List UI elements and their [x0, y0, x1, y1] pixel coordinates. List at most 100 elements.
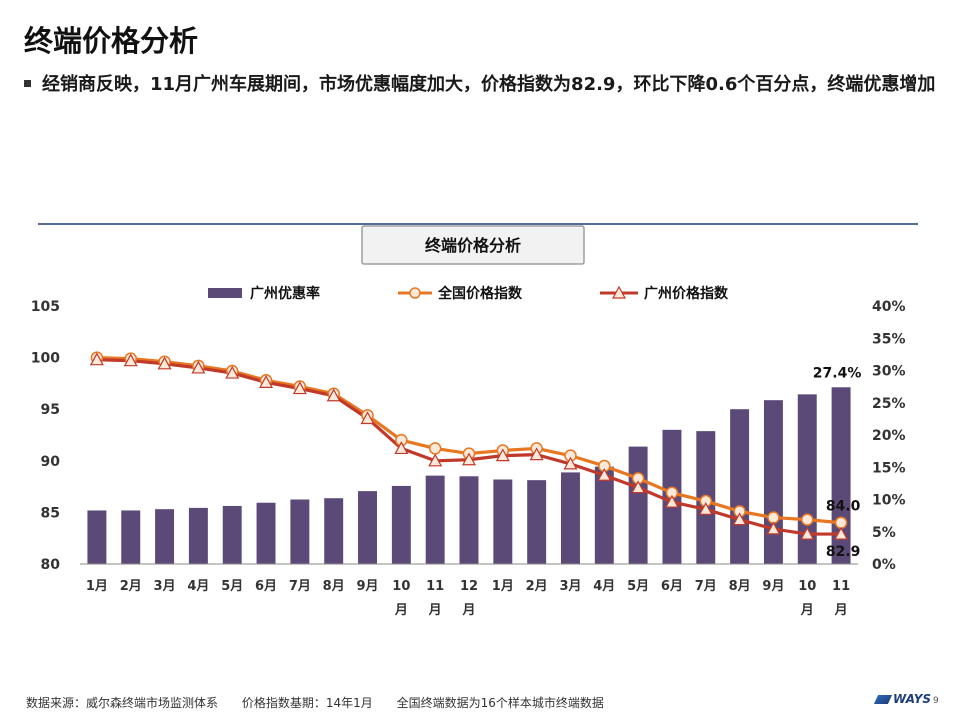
- guangzhou-point-10: [394, 441, 409, 455]
- left-axis-tick: 80: [41, 557, 61, 573]
- bar-data-label: 27.4%: [813, 365, 862, 381]
- guangzhou-point-22: [800, 526, 815, 540]
- base-period: 价格指数基期：14年1月: [241, 696, 373, 710]
- left-axis-tick: 105: [31, 299, 60, 315]
- guangzhou-point-23: [834, 526, 849, 540]
- summary-bullet: 经销商反映，11月广州车展期间，市场优惠幅度加大，价格指数为82.9，环比下降0…: [24, 72, 939, 97]
- guangzhou-point-15: [563, 456, 578, 470]
- x-axis-tick-unit: 月: [394, 603, 408, 618]
- legend-marker-guangzhou: [611, 285, 627, 299]
- right-axis-tick: 15%: [872, 460, 906, 476]
- bar-6: [256, 502, 276, 564]
- right-axis-tick: 20%: [872, 428, 906, 444]
- bar-20: [730, 409, 750, 564]
- guangzhou-point-3: [157, 356, 172, 370]
- x-axis-tick: 8月: [323, 579, 345, 594]
- left-axis-tick: 85: [41, 505, 60, 521]
- right-axis-tick: 5%: [872, 525, 896, 541]
- national-data-label: 84.0: [826, 499, 861, 515]
- x-axis-tick-unit: 月: [461, 603, 475, 618]
- bar-21: [763, 400, 783, 564]
- guangzhou-point-21: [766, 521, 781, 535]
- summary-text: 经销商反映，11月广州车展期间，市场优惠幅度加大，价格指数为82.9，环比下降0…: [42, 74, 936, 95]
- bar-15: [561, 472, 580, 564]
- bar-10: [391, 485, 411, 564]
- x-axis-tick: 11: [426, 579, 444, 594]
- guangzhou-point-19: [698, 502, 713, 515]
- guangzhou-point-9: [360, 411, 375, 425]
- bar-9: [358, 491, 377, 564]
- x-axis-tick-unit: 月: [834, 603, 848, 618]
- ways-logo-icon: [873, 694, 893, 704]
- x-axis-tick: 1月: [86, 579, 108, 594]
- x-axis-tick: 10: [798, 579, 816, 594]
- guangzhou-point-7: [292, 381, 307, 395]
- bar-3: [155, 509, 175, 564]
- x-axis-tick: 1月: [492, 579, 514, 594]
- x-axis-tick: 7月: [289, 579, 311, 594]
- guangzhou-point-8: [326, 388, 341, 402]
- right-axis-tick: 30%: [872, 364, 906, 380]
- guangzhou-point-14: [529, 447, 544, 461]
- bar-11: [425, 475, 445, 564]
- bar-8: [324, 498, 344, 564]
- x-axis-tick: 4月: [187, 579, 209, 594]
- right-axis-tick: 25%: [872, 396, 906, 412]
- x-axis-tick: 9月: [356, 579, 378, 594]
- legend-swatch-bar: [208, 288, 242, 298]
- guangzhou-point-4: [191, 360, 206, 374]
- x-axis-tick: 12: [460, 579, 478, 594]
- national-point-22: [801, 513, 814, 526]
- national-point-11: [428, 442, 442, 455]
- bar-7: [290, 499, 310, 564]
- x-axis-tick: 2月: [526, 579, 548, 594]
- guangzhou-point-2: [123, 353, 138, 367]
- bar-17: [628, 446, 648, 564]
- chart-title-box: [361, 225, 585, 265]
- x-axis-tick: 10: [392, 579, 410, 594]
- left-axis-tick: 100: [31, 351, 60, 367]
- right-axis-tick: 0%: [872, 557, 896, 573]
- bar-12: [459, 476, 479, 564]
- page-title: 终端价格分析: [24, 24, 199, 58]
- guangzhou-point-13: [495, 448, 510, 462]
- national-point-21: [767, 511, 780, 524]
- x-axis-tick: 5月: [221, 579, 243, 594]
- guangzhou-point-18: [664, 494, 679, 508]
- page-number: 9: [933, 696, 939, 706]
- legend-marker-national: [409, 287, 421, 299]
- x-axis-tick: 6月: [255, 579, 277, 594]
- guangzhou-point-11: [428, 453, 443, 467]
- data-source: 数据来源：威尔森终端市场监测体系: [26, 696, 219, 710]
- bullet-icon: [24, 80, 31, 87]
- right-axis-tick: 40%: [872, 299, 906, 315]
- right-axis-tick: 35%: [872, 331, 906, 347]
- chart-title: 终端价格分析: [425, 236, 521, 255]
- brand-logo: WAYS: [873, 692, 932, 706]
- guangzhou-point-6: [259, 375, 274, 388]
- bar-1: [87, 510, 107, 564]
- x-axis-tick: 6月: [661, 579, 683, 594]
- guangzhou-data-label: 82.9: [826, 544, 861, 560]
- left-axis-tick: 95: [41, 402, 60, 418]
- left-axis-tick: 90: [41, 454, 61, 470]
- x-axis-tick: 8月: [729, 579, 751, 594]
- right-axis-tick: 10%: [872, 493, 906, 509]
- x-axis-tick: 2月: [120, 579, 142, 594]
- guangzhou-point-12: [461, 452, 477, 466]
- guangzhou-point-17: [631, 480, 646, 494]
- x-axis-tick: 9月: [762, 579, 784, 594]
- guangzhou-point-1: [89, 352, 104, 366]
- bar-13: [493, 479, 513, 564]
- x-axis-tick-unit: 月: [428, 603, 442, 618]
- footer-note: 数据来源：威尔森终端市场监测体系 价格指数基期：14年1月 全国终端数据为16个…: [26, 694, 624, 711]
- x-axis-tick: 4月: [593, 579, 615, 594]
- brand-name: WAYS: [893, 692, 932, 706]
- guangzhou-point-16: [597, 467, 612, 481]
- bar-16: [594, 466, 614, 564]
- x-axis-tick: 7月: [695, 579, 717, 594]
- x-axis-tick-unit: 月: [800, 603, 814, 618]
- sample-note: 全国终端数据为16个样本城市终端数据: [396, 696, 604, 710]
- x-axis-tick: 5月: [627, 579, 649, 594]
- bar-5: [222, 505, 242, 564]
